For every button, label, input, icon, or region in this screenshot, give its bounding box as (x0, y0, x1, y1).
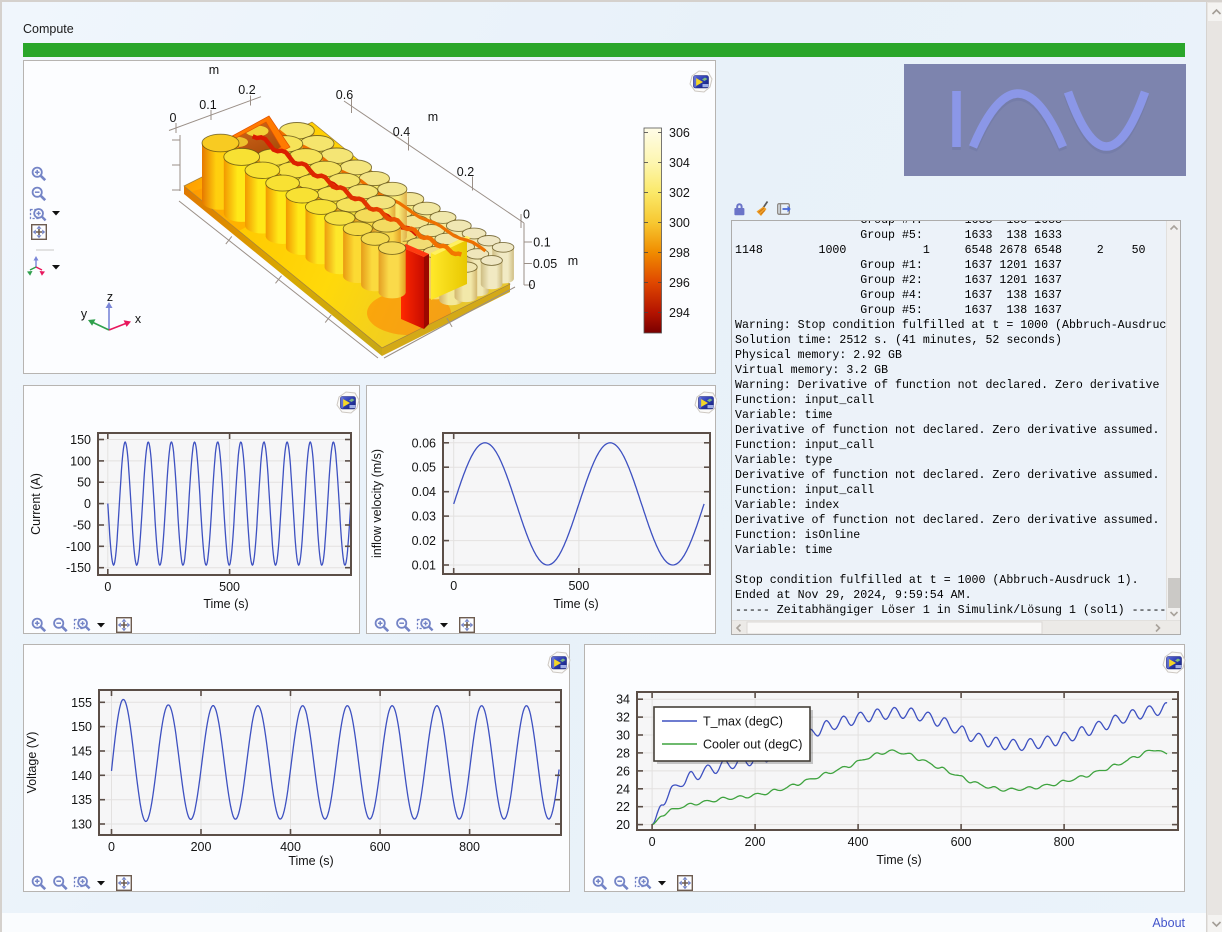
svg-text:800: 800 (1054, 835, 1075, 849)
svg-text:22: 22 (616, 800, 630, 814)
svg-text:0.03: 0.03 (412, 510, 436, 524)
svg-text:0.05: 0.05 (412, 461, 436, 475)
svg-text:100: 100 (70, 454, 91, 468)
svg-text:0.2: 0.2 (457, 165, 474, 179)
svg-text:302: 302 (669, 186, 690, 200)
svg-text:0.04: 0.04 (412, 485, 436, 499)
svg-text:26: 26 (616, 764, 630, 778)
svg-text:800: 800 (459, 840, 480, 854)
svg-text:300: 300 (669, 216, 690, 230)
svg-text:200: 200 (745, 835, 766, 849)
svg-text:150: 150 (70, 433, 91, 447)
svg-text:200: 200 (191, 840, 212, 854)
svg-text:T_max (degC): T_max (degC) (703, 715, 783, 729)
svg-text:0.1: 0.1 (199, 98, 216, 112)
svg-text:400: 400 (848, 835, 869, 849)
svg-text:0.2: 0.2 (238, 83, 255, 97)
svg-text:Voltage (V): Voltage (V) (25, 732, 39, 794)
svg-text:0: 0 (450, 579, 457, 593)
svg-text:0.05: 0.05 (533, 257, 557, 271)
svg-text:304: 304 (669, 156, 690, 170)
svg-text:130: 130 (71, 818, 92, 832)
svg-text:296: 296 (669, 276, 690, 290)
svg-text:0.4: 0.4 (393, 125, 410, 139)
svg-text:y: y (81, 307, 88, 321)
svg-text:Cooler out (degC): Cooler out (degC) (703, 738, 802, 752)
svg-text:20: 20 (616, 818, 630, 832)
svg-text:Current (A): Current (A) (29, 473, 43, 535)
svg-text:140: 140 (71, 769, 92, 783)
svg-text:32: 32 (616, 711, 630, 725)
svg-text:Time (s): Time (s) (876, 853, 921, 867)
svg-text:-100: -100 (66, 540, 91, 554)
svg-text:400: 400 (280, 840, 301, 854)
svg-text:150: 150 (71, 720, 92, 734)
svg-text:m: m (568, 254, 578, 268)
svg-text:0.6: 0.6 (336, 88, 353, 102)
svg-text:50: 50 (77, 476, 91, 490)
svg-text:Time (s): Time (s) (288, 854, 333, 868)
svg-text:28: 28 (616, 746, 630, 760)
svg-text:294: 294 (669, 306, 690, 320)
svg-text:306: 306 (669, 126, 690, 140)
svg-text:Time (s): Time (s) (203, 597, 248, 611)
svg-text:0.06: 0.06 (412, 436, 436, 450)
svg-text:500: 500 (568, 579, 589, 593)
svg-text:x: x (135, 312, 142, 326)
svg-text:135: 135 (71, 793, 92, 807)
svg-text:500: 500 (219, 580, 240, 594)
svg-text:600: 600 (951, 835, 972, 849)
svg-text:-150: -150 (66, 561, 91, 575)
svg-text:m: m (209, 63, 219, 77)
svg-text:0: 0 (649, 835, 656, 849)
svg-text:155: 155 (71, 696, 92, 710)
svg-text:m: m (428, 110, 438, 124)
svg-text:145: 145 (71, 745, 92, 759)
svg-text:34: 34 (616, 693, 630, 707)
svg-text:0: 0 (523, 208, 530, 222)
svg-text:0: 0 (529, 278, 536, 292)
svg-text:0: 0 (108, 840, 115, 854)
svg-text:0.01: 0.01 (412, 559, 436, 573)
svg-text:298: 298 (669, 246, 690, 260)
svg-text:0.02: 0.02 (412, 534, 436, 548)
svg-text:0: 0 (104, 580, 111, 594)
svg-text:600: 600 (370, 840, 391, 854)
svg-text:inflow velocity (m/s): inflow velocity (m/s) (370, 449, 384, 558)
svg-text:0.1: 0.1 (533, 236, 550, 250)
svg-text:30: 30 (616, 729, 630, 743)
svg-text:Time (s): Time (s) (553, 597, 598, 611)
svg-text:z: z (107, 290, 113, 304)
svg-text:0: 0 (84, 497, 91, 511)
svg-text:-50: -50 (73, 519, 91, 533)
svg-text:0: 0 (170, 111, 177, 125)
svg-text:24: 24 (616, 782, 630, 796)
